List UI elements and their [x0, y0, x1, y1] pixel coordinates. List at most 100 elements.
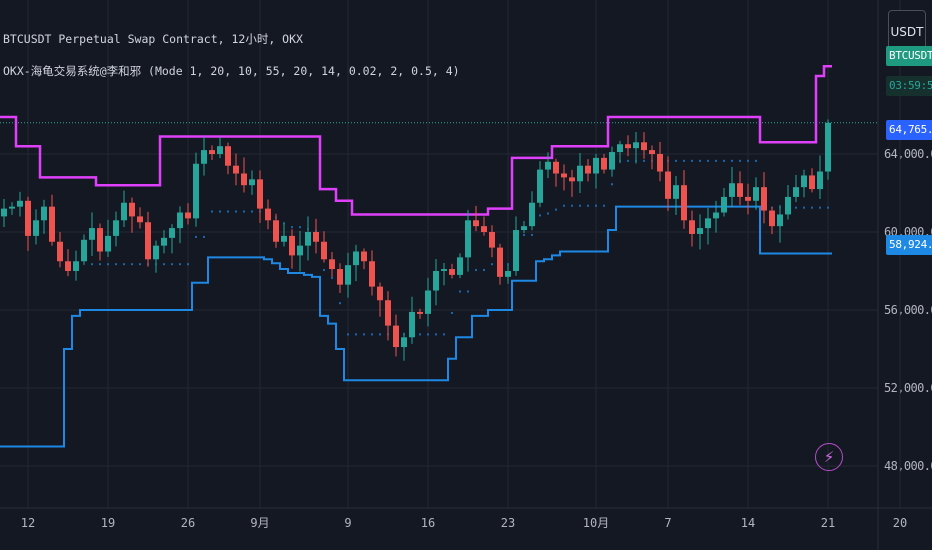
lower-channel-line: [0, 205, 832, 448]
candle-body: [593, 157, 599, 174]
candle-body: [729, 183, 735, 197]
x-tick-label: 9月: [250, 516, 269, 530]
candle-body: [681, 185, 687, 221]
stop-marker: [299, 226, 301, 229]
candle-body: [145, 222, 151, 260]
stop-marker: [579, 204, 581, 207]
symbol-price-tag: BTCUSDT.P: [886, 46, 932, 66]
candle-body: [201, 150, 207, 164]
stop-marker: [115, 263, 117, 266]
stop-marker: [739, 159, 741, 162]
candle-body: [625, 144, 631, 149]
stop-marker: [427, 333, 429, 336]
candle-body: [1, 208, 7, 217]
stop-marker: [723, 159, 725, 162]
candle-body: [9, 206, 15, 209]
candle-body: [417, 311, 423, 314]
candle-body: [481, 226, 487, 232]
candle-body: [161, 237, 167, 246]
lightning-icon[interactable]: ⚡: [815, 443, 843, 471]
stop-marker: [811, 206, 813, 209]
candle-body: [505, 271, 511, 277]
stop-marker: [339, 302, 341, 305]
stop-marker: [227, 210, 229, 213]
x-tick-label: 19: [101, 516, 115, 530]
candle-body: [33, 220, 39, 236]
candle-body: [705, 218, 711, 229]
x-tick-label: 10月: [583, 516, 609, 530]
candle-body: [489, 232, 495, 248]
candle-body: [745, 196, 751, 201]
candle-body: [97, 228, 103, 252]
candle-body: [241, 173, 247, 186]
candle-body: [25, 200, 31, 236]
candle-body: [225, 146, 231, 166]
x-tick-label: 14: [741, 516, 755, 530]
upper-channel-price-tag: 64,765.0: [886, 120, 932, 140]
x-tick-label: 23: [501, 516, 515, 530]
candle-body: [497, 247, 503, 277]
stop-marker: [179, 263, 181, 266]
candle-body: [657, 154, 663, 172]
candle-body: [385, 300, 391, 326]
stop-marker: [603, 204, 605, 207]
stop-marker: [243, 210, 245, 213]
candle-body: [321, 241, 327, 260]
candle-body: [193, 163, 199, 219]
candle-body: [249, 179, 255, 186]
candle-body: [289, 235, 295, 256]
stop-marker: [203, 235, 205, 238]
lower-channel-price-tag: 58,924.9: [886, 235, 932, 255]
candle-body: [169, 228, 175, 238]
candle-body: [233, 165, 239, 174]
stop-marker: [491, 263, 493, 266]
candle-body: [377, 286, 383, 301]
stop-marker: [91, 263, 93, 266]
candle-body: [553, 161, 559, 174]
candle-body: [81, 239, 87, 262]
candle-body: [17, 200, 23, 207]
stop-marker: [747, 159, 749, 162]
y-tick-label: 52,000.0: [884, 381, 932, 395]
stop-marker: [435, 333, 437, 336]
candle-body: [265, 208, 271, 221]
stop-marker: [483, 269, 485, 272]
candle-body: [817, 171, 823, 190]
candle-body: [113, 220, 119, 236]
legend-symbol: BTCUSDT Perpetual Swap Contract, 12小时, O…: [3, 32, 303, 46]
candle-body: [273, 220, 279, 242]
stop-marker: [123, 263, 125, 266]
stop-marker: [363, 333, 365, 336]
candle-body: [457, 257, 463, 275]
candle-body: [737, 183, 743, 197]
stop-marker: [715, 159, 717, 162]
candle-body: [73, 261, 79, 271]
candle-body: [713, 212, 719, 219]
stop-marker: [595, 204, 597, 207]
stop-marker: [131, 263, 133, 266]
candle-body: [313, 232, 319, 242]
upper-channel-line: [0, 65, 832, 216]
candle-body: [449, 269, 455, 275]
stop-marker: [187, 263, 189, 266]
candle-body: [129, 202, 135, 217]
stop-marker: [371, 333, 373, 336]
candle-body: [137, 216, 143, 223]
stop-marker: [563, 204, 565, 207]
stop-marker: [459, 290, 461, 293]
candle-body: [609, 152, 615, 170]
stop-marker: [347, 333, 349, 336]
candle-body: [809, 175, 815, 190]
candle-body: [153, 245, 159, 260]
candle-body: [649, 150, 655, 154]
candle-body: [473, 220, 479, 227]
stop-marker: [675, 159, 677, 162]
stop-marker: [555, 208, 557, 211]
stop-marker: [587, 204, 589, 207]
candle-body: [577, 165, 583, 182]
candle-body: [769, 210, 775, 227]
candle-body: [177, 212, 183, 229]
stop-marker: [419, 333, 421, 336]
